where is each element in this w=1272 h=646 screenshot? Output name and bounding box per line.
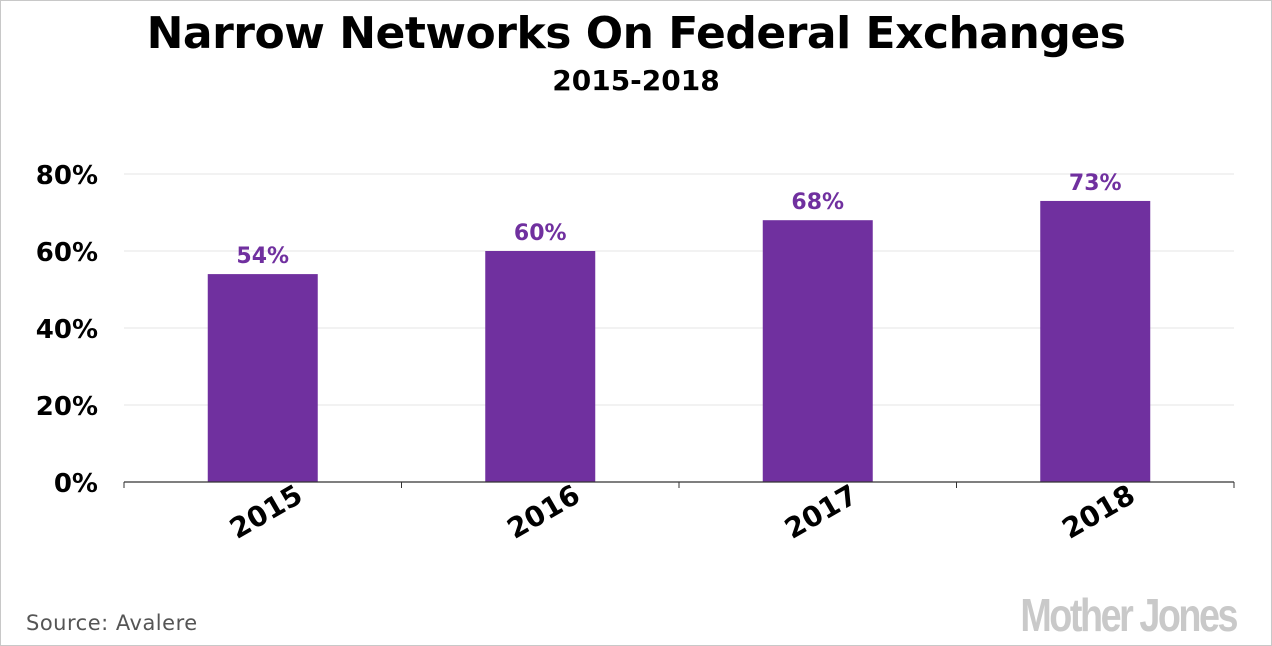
data-label: 54%: [236, 244, 289, 269]
x-tick-label: 2018: [1057, 478, 1141, 546]
bar-2015: [207, 274, 318, 482]
mother-jones-logo: Mother Jones: [1020, 589, 1238, 641]
chart-title: Narrow Networks On Federal Exchanges: [146, 8, 1126, 59]
chart-subtitle: 2015-2018: [552, 64, 720, 97]
y-tick-label: 40%: [36, 315, 98, 345]
data-label: 68%: [791, 190, 844, 215]
bars: 54% 60% 68% 73%: [207, 171, 1151, 482]
x-tick-label: 2015: [224, 478, 308, 546]
source-note: Source: Avalere: [26, 611, 198, 635]
data-label: 73%: [1069, 171, 1122, 196]
y-tick-label: 0%: [54, 469, 98, 499]
bar-2016: [485, 251, 596, 482]
x-tick-label: 2016: [502, 478, 586, 546]
y-tick-label: 60%: [36, 238, 98, 268]
data-label: 60%: [514, 221, 567, 246]
bar-2017: [762, 220, 873, 482]
y-tick-label: 20%: [36, 392, 98, 422]
x-axis: 2015 2016 2017 2018: [123, 478, 1235, 546]
y-axis-ticks: 0% 20% 40% 60% 80%: [36, 161, 98, 499]
x-tick-label: 2017: [779, 478, 863, 546]
y-tick-label: 80%: [36, 161, 98, 191]
bar-2018: [1040, 200, 1151, 482]
